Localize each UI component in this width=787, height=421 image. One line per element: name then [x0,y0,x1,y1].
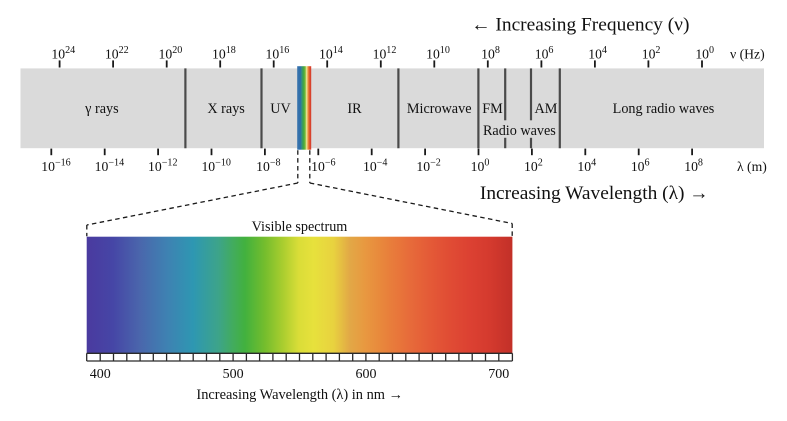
svg-text:Long radio waves: Long radio waves [613,101,715,117]
svg-text:Microwave: Microwave [407,101,472,117]
svg-text:Increasing Wavelength (λ) in n: Increasing Wavelength (λ) in nm → [196,387,403,403]
svg-text:Radio waves: Radio waves [483,123,556,139]
svg-text:X rays: X rays [207,101,245,117]
svg-text:γ rays: γ rays [84,101,119,117]
svg-text:ν (Hz): ν (Hz) [730,46,765,62]
svg-text:← Increasing Frequency (ν): ← Increasing Frequency (ν) [471,15,689,36]
svg-text:λ (m): λ (m) [737,159,767,175]
svg-text:AM: AM [534,101,557,117]
svg-text:IR: IR [347,101,362,117]
svg-text:600: 600 [356,367,377,382]
svg-text:UV: UV [270,101,291,117]
svg-text:700: 700 [488,367,509,382]
svg-text:400: 400 [90,367,111,382]
svg-text:Visible spectrum: Visible spectrum [252,219,348,235]
svg-text:Increasing Wavelength (λ) →: Increasing Wavelength (λ) → [480,183,709,204]
svg-text:FM: FM [482,101,503,117]
svg-text:500: 500 [223,367,244,382]
